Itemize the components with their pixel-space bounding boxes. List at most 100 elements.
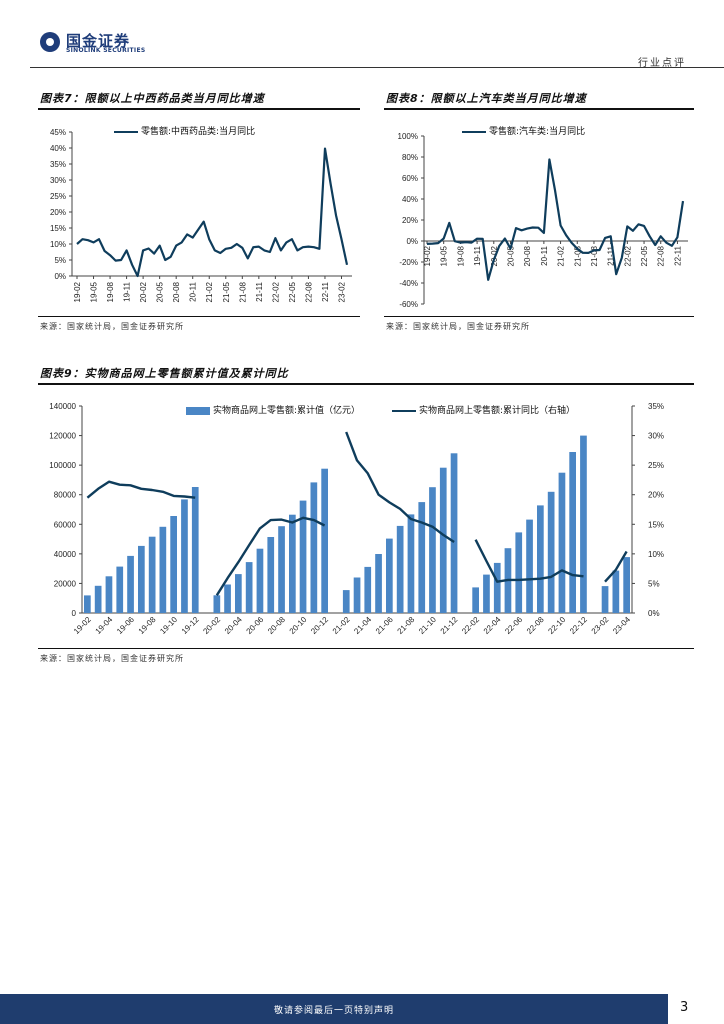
figure9-bar <box>94 585 102 613</box>
figure8-x-tick-label: 22-02 <box>623 245 632 266</box>
figure7-top-rule <box>38 108 360 110</box>
figure9-legend-bar-label: 实物商品网上零售额:累计值（亿元） <box>213 406 361 416</box>
figure9-right-tick-label: 20% <box>648 491 664 500</box>
figure9-bottom-rule <box>38 648 694 649</box>
figure9-bar <box>537 505 544 613</box>
figure9-bar <box>321 468 328 613</box>
figure7-x-tick-label: 20-11 <box>189 281 198 301</box>
figure9-x-tick-label: 22-10 <box>546 615 567 636</box>
figure7-x-tick-label: 19-08 <box>106 281 115 302</box>
figure7-x-tick-label: 20-02 <box>139 281 148 302</box>
figure9-growth-line <box>345 431 455 544</box>
figure7-x-tick-label: 21-02 <box>205 281 214 302</box>
figure7-x-tick-label: 20-05 <box>156 281 165 302</box>
figure8-top-rule <box>384 108 694 110</box>
figure9-legend-bar-swatch <box>186 406 210 415</box>
figure7-legend: 零售额:中西药品类:当月同比 <box>114 124 255 137</box>
figure9-bar <box>84 595 91 613</box>
figure7-y-tick-label: 15% <box>50 224 66 233</box>
figure9-source: 来源：国家统计局，国金证券研究所 <box>40 654 184 663</box>
figure9-bar <box>105 576 113 613</box>
figure7-y-tick-label: 10% <box>50 240 66 249</box>
figure9-bar <box>116 566 124 613</box>
figure7-x-tick-label: 21-05 <box>222 281 231 302</box>
figure9-left-tick-label: 60000 <box>54 520 77 529</box>
figure7-source: 来源：国家统计局，国金证券研究所 <box>40 322 184 331</box>
figure9-x-tick-label: 21-06 <box>374 615 395 636</box>
figure9-x-tick-label: 20-04 <box>223 615 244 636</box>
figure9-bar <box>342 590 350 613</box>
figure9-bar <box>267 537 275 613</box>
figure8-y-tick-label: 100% <box>398 132 418 141</box>
figure9-growth-line <box>86 480 196 499</box>
figure7-y-tick-label: 30% <box>50 176 66 185</box>
figure7-chart: 0% 5% 10% 15% 20% 25% 30% 35% 40% 45% 19-02 19-05 19… <box>50 128 352 302</box>
figure7-series-line <box>76 147 349 278</box>
figure7-x-tick-label: 23-02 <box>337 281 346 302</box>
figure9-bar <box>375 554 382 613</box>
figure9-right-tick-label: 10% <box>648 550 664 559</box>
figure9-bar <box>623 557 630 613</box>
footer-disclaimer: 敬请参阅最后一页特别声明 <box>273 1006 394 1016</box>
figure9-x-tick-label: 20-08 <box>266 615 287 636</box>
figure7-x-tick-label: 19-11 <box>123 281 132 301</box>
figure8-x-tick-label: 19-02 <box>423 245 432 266</box>
figure7-y-tick-label: 20% <box>50 208 66 217</box>
figure7-x-tick-label: 22-05 <box>288 281 297 302</box>
figure7-x-tick-label: 22-02 <box>271 281 280 302</box>
figure9-x-tick-label: 21-12 <box>439 615 460 636</box>
figure9-left-tick-label: 20000 <box>54 579 77 588</box>
figure8-x-tick-label: 21-02 <box>557 245 566 266</box>
figure8-bottom-rule <box>384 316 694 317</box>
figure9-bar <box>170 516 177 613</box>
figure9-bar <box>138 545 145 613</box>
figure8-y-tick-label: -40% <box>399 279 418 288</box>
figure9-bar <box>515 532 523 613</box>
figure7-x-tick-label: 21-08 <box>238 281 247 302</box>
figure9-x-tick-label: 20-02 <box>201 615 222 636</box>
figure8-x-tick-label: 22-05 <box>640 245 649 266</box>
figure8-x-tick-label: 21-11 <box>607 245 616 265</box>
figure9-bar <box>213 595 221 613</box>
figure8-x-tick-label: 21-05 <box>573 245 582 266</box>
figure7-x-tick-label: 21-11 <box>255 281 264 301</box>
figure9-bar <box>364 566 372 613</box>
figure8-y-tick-label: 40% <box>402 195 418 204</box>
figure8-x-tick-label: 20-05 <box>506 245 515 266</box>
figure7-y-tick-label: 45% <box>50 128 66 137</box>
figure9-legend-line-swatch <box>392 409 416 412</box>
logo-icon <box>40 32 60 52</box>
figure8-x-tick-label: 19-11 <box>473 245 482 265</box>
figure9-x-tick-label: 20-10 <box>288 615 309 636</box>
figure9-bar <box>299 500 307 613</box>
figure9-left-tick-label: 100000 <box>49 461 76 470</box>
figure9-bar <box>439 467 447 613</box>
figure9-bar <box>569 452 576 613</box>
page-footer: 敬请参阅最后一页特别声明 3 <box>0 994 724 1024</box>
figure9-x-tick-label: 21-04 <box>352 615 373 636</box>
logo-name-en: SINOLINK SECURITIES <box>66 47 146 54</box>
figure9-bar <box>558 472 566 613</box>
figure8-y-tick-label: 20% <box>402 216 418 225</box>
figure9-right-tick-label: 25% <box>648 461 664 470</box>
logo-name-cn: 国金证券 <box>66 32 131 50</box>
footer-bar: 敬请参阅最后一页特别声明 <box>0 994 668 1024</box>
figure9-x-tick-label: 23-04 <box>611 615 632 636</box>
figure9-x-tick-label: 21-08 <box>395 615 416 636</box>
figure9-bar <box>493 562 501 613</box>
report-type-label: 行业点评 <box>638 58 686 69</box>
figure9-legend-line: 实物商品网上零售额:累计同比（右轴） <box>392 403 575 416</box>
figure8-y-tick-label: 0% <box>406 237 418 246</box>
figure9-bar <box>191 487 199 613</box>
figure9-bar <box>181 499 188 613</box>
figure9-bar <box>127 555 134 613</box>
figure8-title: 图表8：限额以上汽车类当月同比增速 <box>386 92 587 105</box>
figure9-x-tick-label: 20-12 <box>309 615 330 636</box>
figure7-y-tick-label: 35% <box>50 160 66 169</box>
figure7-x-tick-label: 20-08 <box>172 281 181 302</box>
figure9-bar <box>612 570 620 613</box>
figure9-left-tick-label: 40000 <box>54 550 77 559</box>
figure9-bar <box>601 586 609 613</box>
figure9-bar <box>386 538 393 613</box>
figure8-x-tick-label: 19-08 <box>456 245 465 266</box>
